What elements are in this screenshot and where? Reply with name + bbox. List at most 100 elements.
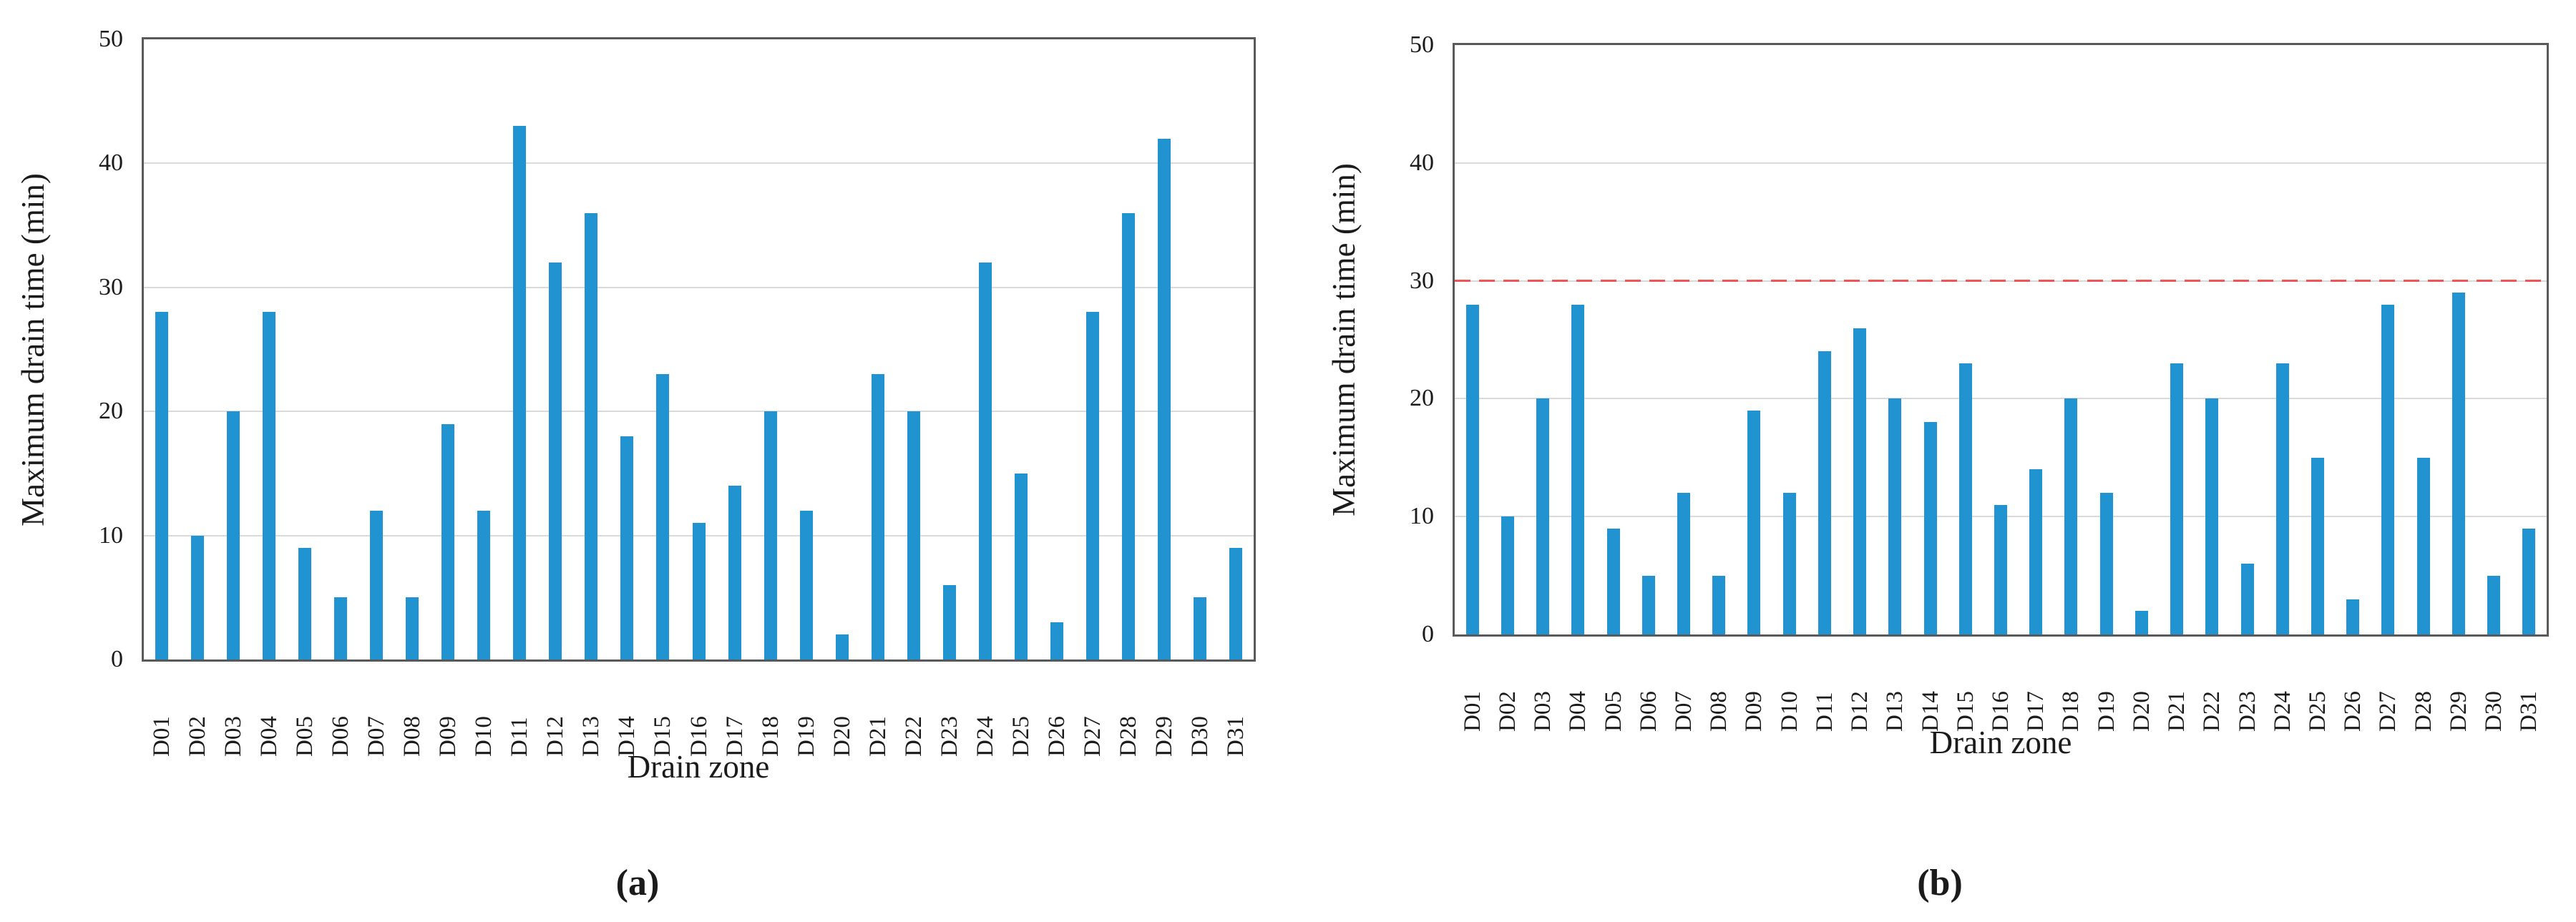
bar-D18: [2064, 398, 2078, 634]
bar-D21: [871, 374, 884, 659]
bar-D22: [2205, 398, 2219, 634]
bar-D28: [2416, 457, 2430, 634]
bar-D21: [2170, 363, 2184, 634]
bar-D18: [763, 411, 777, 659]
bar-D01: [155, 312, 169, 659]
bar-D06: [334, 597, 348, 659]
y-tick-20: 20: [1410, 385, 1434, 412]
bar-D15: [1958, 363, 1972, 634]
bar-D28: [1121, 212, 1135, 659]
bar-D23: [2240, 564, 2254, 634]
x-tick-D06: D06: [1635, 691, 1662, 732]
x-tick-D14: D14: [1917, 691, 1943, 732]
x-tick-D20: D20: [2128, 691, 2155, 732]
y-tick-0: 0: [1422, 621, 1434, 647]
bar-D14: [1923, 422, 1937, 634]
x-tick-D31: D31: [2516, 691, 2542, 732]
bar-D19: [799, 510, 813, 659]
bar-D07: [1677, 493, 1690, 634]
bar-D30: [1193, 597, 1206, 659]
bar-D25: [1014, 473, 1028, 659]
bar-D03: [1536, 398, 1550, 634]
bar-D12: [1853, 328, 1867, 634]
bar-D02: [191, 535, 205, 659]
x-tick-D19: D19: [2093, 691, 2119, 732]
x-tick-D12: D12: [1847, 691, 1873, 732]
bar-D23: [942, 584, 956, 659]
gridline-30: [144, 286, 1254, 288]
bar-D31: [2522, 528, 2536, 634]
bar-D11: [1818, 351, 1831, 634]
bar-D26: [1050, 622, 1063, 659]
x-tick-D03: D03: [1530, 691, 1556, 732]
x-tick-D18: D18: [2058, 691, 2084, 732]
bar-D29: [1157, 138, 1171, 659]
bar-D16: [1994, 504, 2007, 634]
bar-D27: [1085, 312, 1099, 659]
bar-D31: [1229, 547, 1242, 659]
x-tick-D27: D27: [2375, 691, 2401, 732]
bar-D17: [2029, 469, 2043, 634]
x-tick-D11: D11: [1811, 692, 1838, 732]
bar-D10: [1782, 493, 1796, 634]
y-tick-50: 50: [99, 26, 123, 52]
bar-D10: [477, 510, 491, 659]
x-tick-D02: D02: [1494, 691, 1521, 732]
x-tick-D04: D04: [1565, 691, 1591, 732]
bar-D15: [656, 374, 670, 659]
bar-D09: [1747, 410, 1761, 634]
y-tick-40: 40: [99, 149, 123, 177]
x-tick-D15: D15: [1952, 691, 1979, 732]
y-tick-30: 30: [99, 273, 123, 300]
bar-D12: [549, 263, 562, 659]
x-tick-D13: D13: [1882, 691, 1908, 732]
x-tick-D23: D23: [2234, 691, 2260, 732]
bar-D05: [298, 547, 312, 659]
bar-D22: [907, 411, 920, 659]
bar-D03: [227, 411, 240, 659]
x-tick-D17: D17: [2023, 691, 2049, 732]
x-tick-D07: D07: [1670, 691, 1697, 732]
bar-D01: [1465, 304, 1479, 634]
y-tick-0: 0: [111, 646, 123, 672]
x-tick-D28: D28: [2410, 691, 2436, 732]
bar-D26: [2346, 599, 2360, 634]
y-tick-10: 10: [1410, 503, 1434, 530]
bar-D19: [2099, 493, 2113, 634]
bar-D29: [2451, 293, 2465, 634]
y-tick-40: 40: [1410, 149, 1434, 176]
bar-D09: [441, 423, 455, 659]
gridline-20: [1455, 398, 2547, 400]
bar-D13: [1888, 398, 1902, 634]
bar-D16: [692, 523, 706, 659]
panel-caption-a: (a): [615, 863, 660, 903]
bar-D04: [1571, 304, 1585, 634]
x-tick-D16: D16: [1988, 691, 2014, 732]
bar-D11: [513, 126, 527, 659]
plot-area-b: [1453, 43, 2549, 637]
bar-D05: [1606, 528, 1620, 634]
x-tick-D24: D24: [2269, 691, 2296, 732]
gridline-40: [1455, 162, 2547, 164]
y-tick-10: 10: [99, 521, 123, 549]
panel-caption-b: (b): [1917, 863, 1963, 903]
threshold-line: [1455, 280, 2547, 283]
x-axis-title-a: Drain zone: [627, 749, 770, 785]
x-tick-D22: D22: [2199, 691, 2225, 732]
x-tick-D05: D05: [1600, 691, 1626, 732]
x-tick-D21: D21: [2164, 691, 2190, 732]
bar-D25: [2311, 457, 2325, 634]
bar-D08: [406, 597, 419, 659]
y-tick-20: 20: [99, 398, 123, 425]
x-tick-D29: D29: [2445, 691, 2472, 732]
bar-D07: [370, 510, 384, 659]
bar-D24: [2275, 363, 2289, 634]
bar-D27: [2381, 304, 2395, 634]
gridline-40: [144, 162, 1254, 165]
plot-area-a: [142, 37, 1256, 662]
bar-D13: [585, 212, 598, 659]
x-axis-title-b: Drain zone: [1929, 725, 2072, 760]
bar-D08: [1712, 575, 1726, 634]
